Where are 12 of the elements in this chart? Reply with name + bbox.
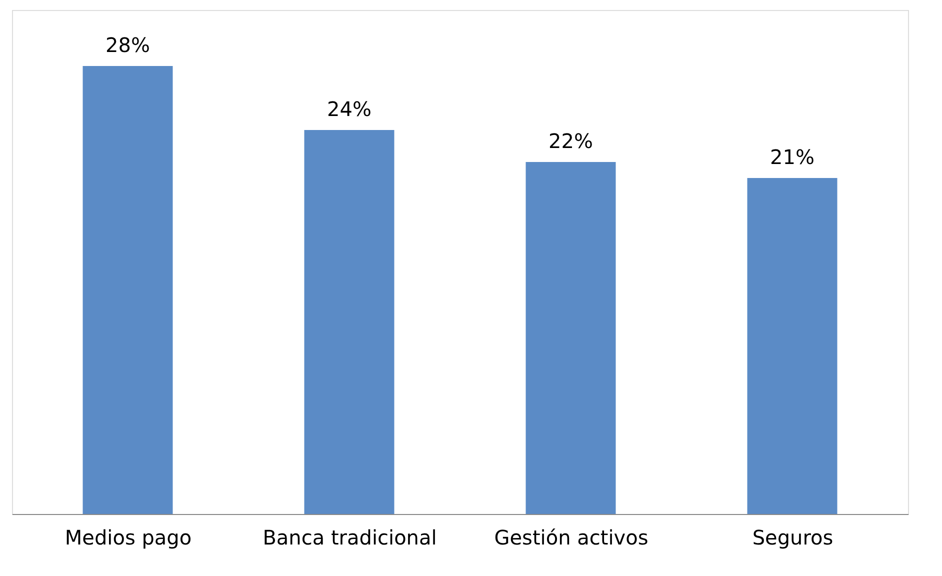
- bar: [82, 66, 173, 514]
- bar: [747, 178, 838, 514]
- x-tick-label: Banca tradicional: [262, 526, 437, 550]
- x-tick-label: Medios pago: [64, 526, 192, 550]
- data-label: 24%: [327, 97, 372, 121]
- data-label: 22%: [548, 129, 593, 153]
- x-tick-label: Gestión activos: [494, 526, 648, 550]
- data-label: 21%: [770, 145, 814, 169]
- data-label: 28%: [106, 33, 150, 57]
- x-tick-label: Seguros: [752, 526, 834, 550]
- bar: [304, 130, 394, 514]
- bar: [526, 162, 616, 514]
